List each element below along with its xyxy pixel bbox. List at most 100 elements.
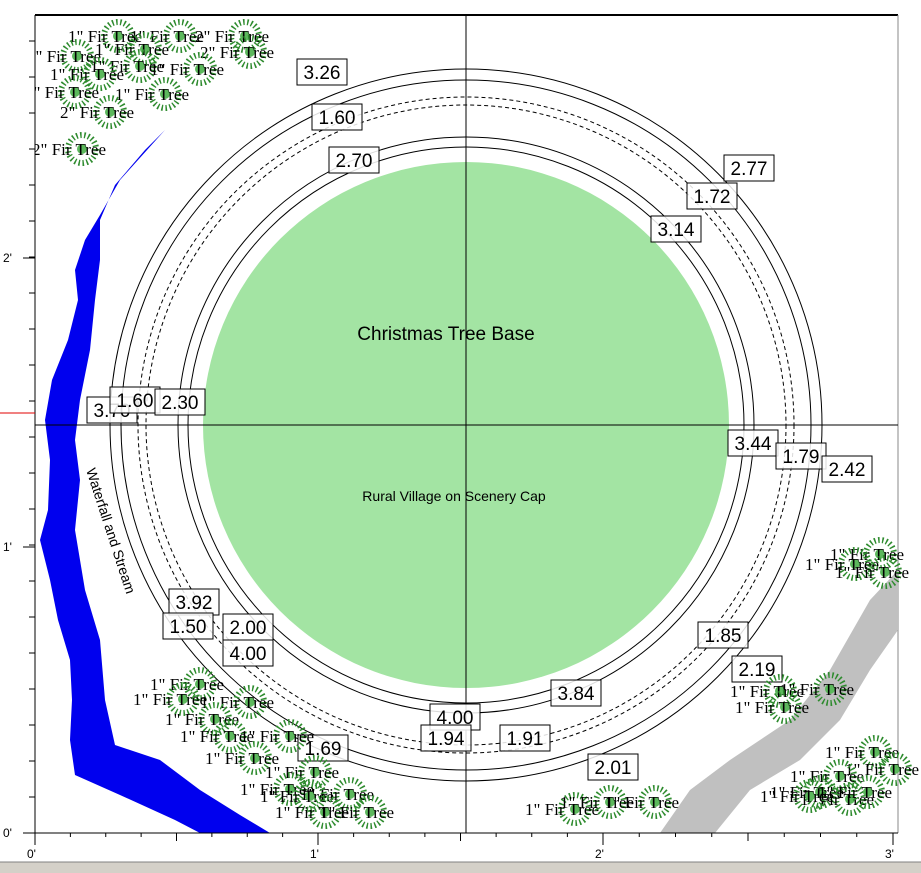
dimension-label: 3.14 xyxy=(658,220,695,241)
dimension-box xyxy=(821,455,873,483)
tree-label: 1" Fir Tree xyxy=(818,783,892,802)
dimension-label: 1.50 xyxy=(170,617,207,638)
tree-icon xyxy=(851,775,885,809)
tree-label: 1" Fir Tree xyxy=(27,47,101,66)
tree-icon-core xyxy=(570,804,580,814)
tree-icon-core xyxy=(285,731,295,741)
dimension-box xyxy=(697,621,749,649)
tree-icon xyxy=(823,759,857,793)
tree-icon-core xyxy=(285,784,295,794)
tree-icon xyxy=(213,719,247,753)
dimension-box xyxy=(686,182,738,210)
tree-icon xyxy=(768,690,802,724)
tree-icon xyxy=(763,674,797,708)
tree-icon-core xyxy=(195,64,205,74)
tree-label: 1" Fir Tree xyxy=(265,763,339,782)
tree-icon xyxy=(83,57,117,91)
tree-icon-core xyxy=(605,797,615,807)
tree-icon xyxy=(128,32,162,66)
tree-label: 1" Fir Tree xyxy=(25,83,99,102)
left-ruler xyxy=(0,15,35,833)
tree-icon xyxy=(101,19,135,53)
tree-icon xyxy=(65,132,99,166)
tree-icon-core xyxy=(70,87,80,97)
dimension-label: 2.30 xyxy=(162,393,199,414)
dimension-box xyxy=(499,724,551,752)
x-ruler-label: 2' xyxy=(595,847,604,861)
dimension-label: 1.94 xyxy=(428,729,465,750)
tree-icon-core xyxy=(805,791,815,801)
tree-icon-core xyxy=(245,697,255,707)
tree-icon-core xyxy=(870,747,880,757)
tree-icon-core xyxy=(160,89,170,99)
tree-icon-core xyxy=(780,702,790,712)
dimension-box xyxy=(420,724,472,752)
tree-icon xyxy=(793,779,827,813)
dimension-label: 1.60 xyxy=(319,108,356,129)
tree-icon-core xyxy=(890,764,900,774)
tree-icon-core xyxy=(105,107,115,117)
tree-icon-core xyxy=(880,567,890,577)
tree-label: 1" Fir Tree xyxy=(95,40,169,59)
tree-label: 1" Fir Tree xyxy=(735,698,809,717)
tree-label: 1" Fir Tree xyxy=(50,65,124,84)
road xyxy=(660,570,898,833)
tree-icon xyxy=(878,752,912,786)
tree-icon xyxy=(333,777,367,811)
tree-label: 2" Fir Tree xyxy=(32,140,106,159)
dimension-label: 2.19 xyxy=(739,660,776,681)
tree-icon xyxy=(638,785,672,819)
dimension-label: 2.77 xyxy=(731,159,768,180)
dimension-label: 1.91 xyxy=(507,729,544,750)
dimension-label: 1.79 xyxy=(783,447,820,468)
dimension-box xyxy=(162,612,214,640)
tree-label: 1" Fir Tree xyxy=(605,793,679,812)
tree-icon xyxy=(238,741,272,775)
tree-icon xyxy=(838,547,872,581)
dimensions: 3.261.602.702.771.723.143.701.602.303.44… xyxy=(86,58,873,781)
tree-icon-core xyxy=(195,679,205,689)
dimension-label: 3.26 xyxy=(304,63,341,84)
tree-label: 1" Fir Tree xyxy=(150,60,224,79)
tree-icon-core xyxy=(245,47,255,57)
tree-icon-core xyxy=(113,31,123,41)
tree-icon xyxy=(166,682,200,716)
tree-icon-core xyxy=(875,549,885,559)
tree-icon xyxy=(273,772,307,806)
y-ruler-label: 0' xyxy=(3,826,12,840)
tree-icon xyxy=(833,782,867,816)
tree-icon-core xyxy=(250,753,260,763)
x-ruler-label: 0' xyxy=(27,847,36,861)
tree-label: 1" Fir Tree xyxy=(560,793,634,812)
tree-icon-core xyxy=(175,31,185,41)
tree-icon-core xyxy=(825,684,835,694)
tree-icon-core xyxy=(345,789,355,799)
dimension-label: 2.42 xyxy=(829,460,866,481)
tree-label: 1" Fir Tree xyxy=(133,690,207,709)
tree-label: 1" Fir Tree xyxy=(260,787,334,806)
tree-icon xyxy=(868,555,902,589)
tree-label: 1" Fir Tree xyxy=(805,555,879,574)
dimension-box xyxy=(328,146,380,174)
tree-label: 1" Fir Tree xyxy=(780,680,854,699)
y-ruler-label: 2' xyxy=(3,251,12,265)
dimension-label: 4.00 xyxy=(437,708,474,729)
tree-icon xyxy=(233,35,267,69)
tree-icon-core xyxy=(95,69,105,79)
tree-label: 2" Fir Tree xyxy=(200,43,274,62)
tree-icon xyxy=(198,702,232,736)
tree-label: 1" Fir Tree xyxy=(240,727,314,746)
x-ruler-label: 1' xyxy=(310,847,319,861)
tree-label: 1" Fir Tree xyxy=(845,760,919,779)
dimension-box xyxy=(731,655,783,683)
dimension-box xyxy=(154,388,206,416)
tree-icon xyxy=(163,19,197,53)
tree-icon xyxy=(803,775,837,809)
tree-icon xyxy=(308,795,342,829)
tree-icon xyxy=(183,667,217,701)
tree-icon xyxy=(558,792,592,826)
tree-icon xyxy=(228,19,262,53)
dimension-box xyxy=(109,386,161,414)
